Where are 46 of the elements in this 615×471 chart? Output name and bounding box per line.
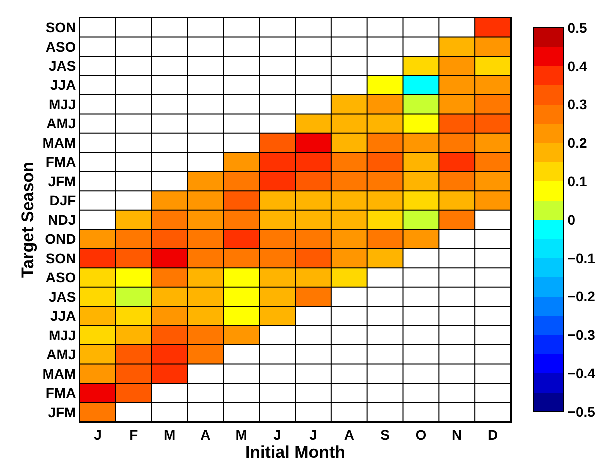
x-tick-label: F xyxy=(130,426,139,443)
color-bar-label: −0.3 xyxy=(568,327,596,344)
y-tick-label: JJA xyxy=(50,308,76,324)
y-tick-label: ASO xyxy=(46,38,76,55)
x-tick-label: S xyxy=(380,426,390,443)
y-tick-label: DJF xyxy=(50,192,77,209)
color-bar-label: 0.3 xyxy=(568,96,588,113)
y-tick-label: AMJ xyxy=(46,346,76,363)
color-bar-label: −0.5 xyxy=(568,404,596,420)
color-bar-label: −0.4 xyxy=(568,366,596,382)
color-bar-label: −0.1 xyxy=(568,250,596,266)
y-tick-label: OND xyxy=(45,231,76,248)
y-tick-label: MAM xyxy=(42,134,76,151)
color-bar-label: 0.5 xyxy=(568,20,588,36)
x-tick-label: M xyxy=(164,426,176,443)
y-tick-label: FMA xyxy=(46,385,76,402)
color-bar-label: 0.2 xyxy=(568,135,588,152)
y-tick-label: SON xyxy=(46,20,76,36)
y-tick-label: AMJ xyxy=(46,116,76,132)
color-bar-label: 0.1 xyxy=(568,174,588,190)
x-tick-label: A xyxy=(200,426,211,443)
color-bar-label: −0.2 xyxy=(568,288,596,305)
x-tick-label: N xyxy=(452,426,462,443)
color-bar-label: 0 xyxy=(568,212,576,228)
x-tick-label: A xyxy=(344,426,354,443)
y-tick-label: FMA xyxy=(46,154,76,170)
y-tick-label: JAS xyxy=(48,58,76,74)
y-tick-label: MJJ xyxy=(48,96,76,112)
y-tick-label: JFM xyxy=(48,173,76,190)
y-tick-label: JAS xyxy=(48,288,76,305)
x-tick-label: J xyxy=(94,426,102,443)
y-tick-label: JJA xyxy=(50,77,76,94)
y-tick-label: SON xyxy=(46,250,76,266)
x-tick-label: M xyxy=(236,426,248,443)
x-tick-label: J xyxy=(274,426,282,443)
y-tick-label: ASO xyxy=(46,270,76,286)
y-axis-title: Target Season xyxy=(18,162,38,278)
y-tick-label: NDJ xyxy=(48,212,76,228)
y-tick-label: MJJ xyxy=(48,327,76,344)
x-tick-label: O xyxy=(416,426,427,443)
y-tick-label: JFM xyxy=(48,404,76,420)
x-tick-label: J xyxy=(310,426,318,443)
x-tick-label: D xyxy=(488,426,498,443)
x-axis-title: Initial Month xyxy=(245,443,346,462)
color-bar-label: 0.4 xyxy=(568,58,588,74)
y-tick-label: MAM xyxy=(42,366,76,382)
